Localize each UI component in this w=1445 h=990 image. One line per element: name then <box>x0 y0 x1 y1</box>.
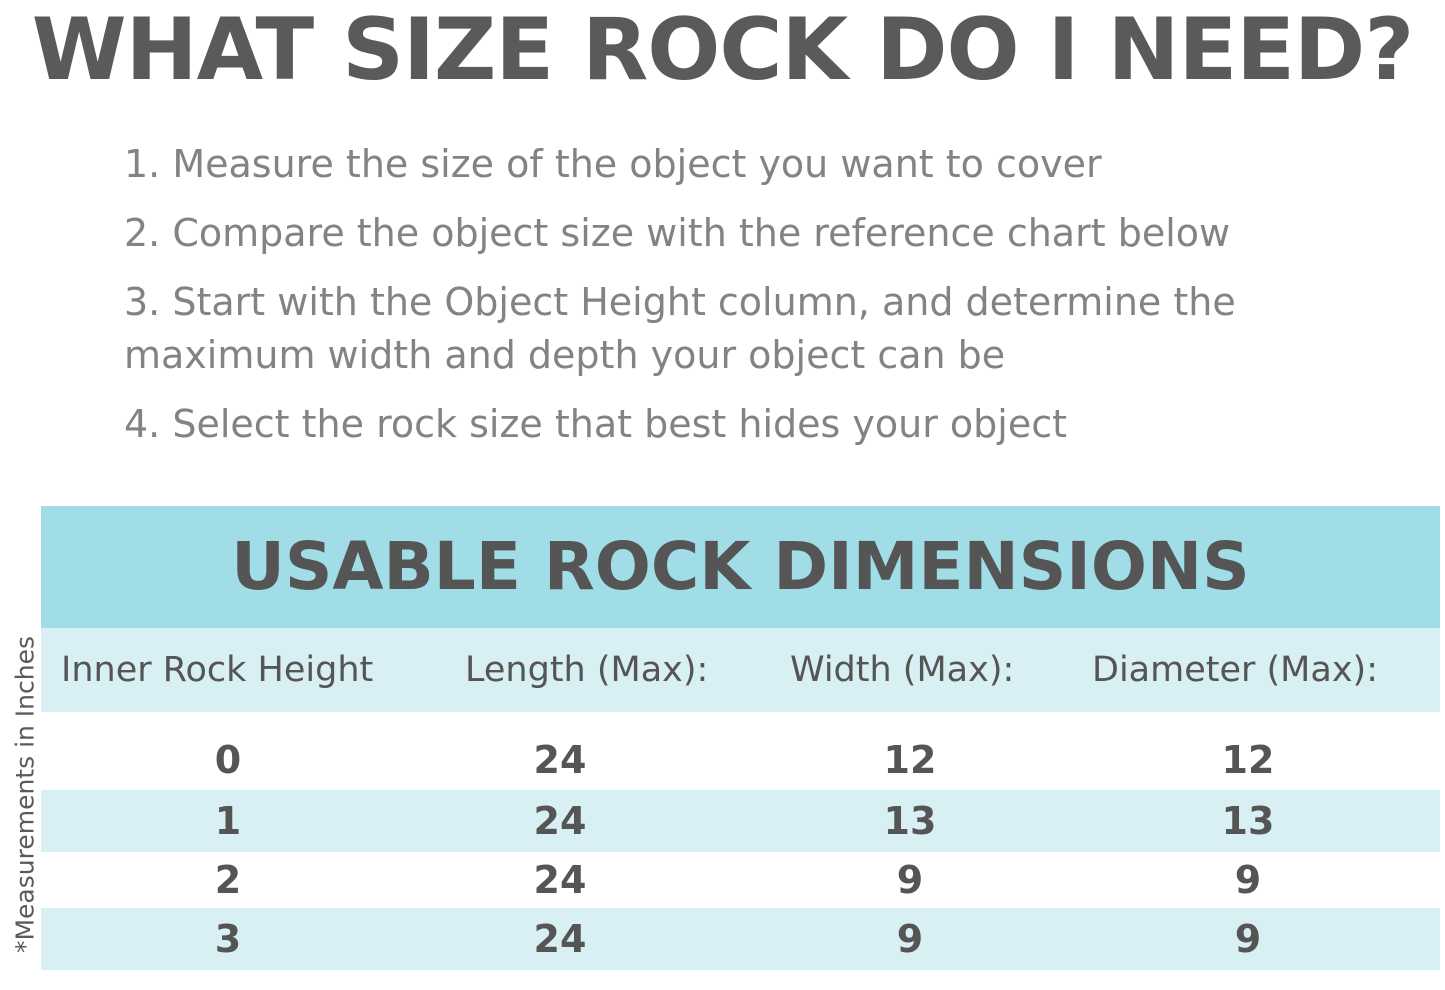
dimensions-table: USABLE ROCK DIMENSIONS Inner Rock Height… <box>41 506 1440 970</box>
table-row: 1 24 13 13 <box>41 790 1440 852</box>
step-1: 1. Measure the size of the object you wa… <box>124 142 1102 186</box>
cell-diameter: 13 <box>1221 799 1275 843</box>
cell-diameter: 12 <box>1221 738 1275 782</box>
table-row: 2 24 9 9 <box>41 852 1440 908</box>
cell-height: 3 <box>214 917 242 961</box>
table-row: 3 24 9 9 <box>41 908 1440 970</box>
cell-length: 24 <box>533 738 587 782</box>
cell-diameter: 9 <box>1234 858 1262 902</box>
step-3: 3. Start with the Object Height column, … <box>124 280 1236 377</box>
cell-height: 0 <box>214 738 242 782</box>
header-length: Length (Max): <box>465 650 709 690</box>
cell-width: 9 <box>896 917 924 961</box>
step-4: 4. Select the rock size that best hides … <box>124 402 1068 446</box>
measurement-note: *Measurements in Inches <box>10 635 40 954</box>
table-row: 0 24 12 12 <box>41 730 1440 790</box>
cell-length: 24 <box>533 917 587 961</box>
cell-width: 9 <box>896 858 924 902</box>
step-2: 2. Compare the object size with the refe… <box>124 211 1231 255</box>
cell-width: 13 <box>883 799 937 843</box>
header-height: Inner Rock Height <box>61 650 374 690</box>
cell-width: 12 <box>883 738 937 782</box>
cell-height: 1 <box>214 799 242 843</box>
header-width: Width (Max): <box>790 650 1015 690</box>
page-title: WHAT SIZE ROCK DO I NEED? <box>31 0 1414 100</box>
cell-diameter: 9 <box>1234 917 1262 961</box>
instruction-list: 1. Measure the size of the object you wa… <box>124 138 1424 467</box>
cell-height: 2 <box>214 858 242 902</box>
table-header: Inner Rock Height Length (Max): Width (M… <box>41 628 1440 712</box>
table-title: USABLE ROCK DIMENSIONS <box>41 506 1440 628</box>
cell-length: 24 <box>533 799 587 843</box>
cell-length: 24 <box>533 858 587 902</box>
header-diameter: Diameter (Max): <box>1092 650 1378 690</box>
